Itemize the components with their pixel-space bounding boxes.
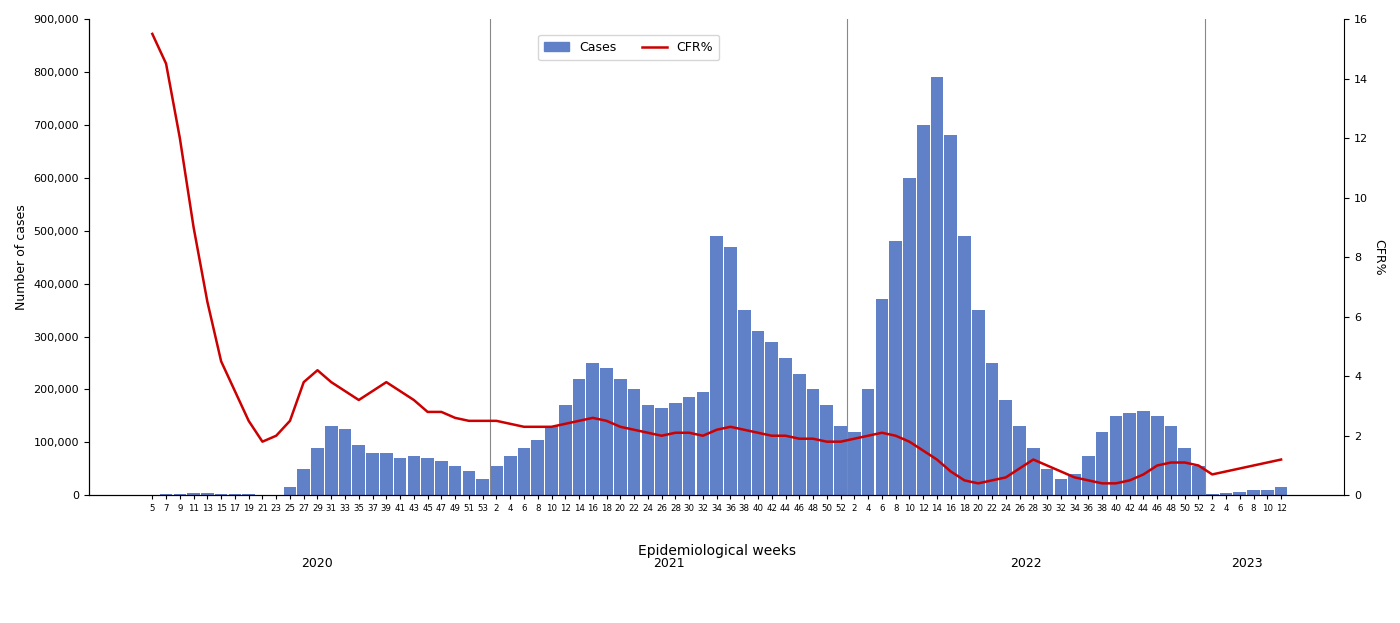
Bar <box>188 493 200 495</box>
Text: 2022: 2022 <box>1011 557 1042 570</box>
Bar <box>518 448 531 495</box>
Bar <box>311 448 323 495</box>
Bar <box>931 77 944 495</box>
Bar <box>353 445 365 495</box>
Bar <box>449 466 462 495</box>
Y-axis label: CFR%: CFR% <box>1372 239 1385 275</box>
Bar <box>393 458 406 495</box>
Bar <box>1179 448 1191 495</box>
Bar <box>1028 448 1040 495</box>
Bar <box>1137 411 1149 495</box>
Bar <box>325 427 337 495</box>
Bar <box>903 178 916 495</box>
Bar <box>532 440 545 495</box>
Bar <box>421 458 434 495</box>
Bar <box>559 406 571 495</box>
Bar <box>766 342 778 495</box>
Bar <box>297 468 309 495</box>
Bar <box>792 374 805 495</box>
Bar <box>1275 487 1288 495</box>
Bar <box>1040 468 1053 495</box>
Bar <box>848 432 861 495</box>
Bar <box>174 493 186 495</box>
Bar <box>641 406 654 495</box>
Bar <box>587 363 599 495</box>
Bar <box>1014 427 1026 495</box>
Bar <box>435 461 448 495</box>
Bar <box>615 379 627 495</box>
Text: 2021: 2021 <box>652 557 685 570</box>
Bar <box>1068 474 1081 495</box>
Text: 2023: 2023 <box>1231 557 1263 570</box>
Bar <box>806 389 819 495</box>
Bar <box>379 453 392 495</box>
Bar <box>573 379 585 495</box>
Bar <box>228 494 241 495</box>
Bar <box>1096 432 1109 495</box>
Bar <box>1233 492 1246 495</box>
Bar <box>504 455 517 495</box>
Bar <box>1205 493 1218 495</box>
Bar <box>1261 490 1274 495</box>
Bar <box>1082 455 1095 495</box>
Bar <box>1110 416 1123 495</box>
Bar <box>367 453 379 495</box>
Bar <box>214 493 227 495</box>
Bar <box>1247 490 1260 495</box>
Bar <box>752 331 764 495</box>
X-axis label: Epidemiological weeks: Epidemiological weeks <box>637 544 795 558</box>
Bar <box>601 368 613 495</box>
Bar <box>284 487 297 495</box>
Bar <box>1000 400 1012 495</box>
Bar <box>724 247 736 495</box>
Bar <box>1219 493 1232 495</box>
Bar <box>834 427 847 495</box>
Bar <box>1123 413 1135 495</box>
Bar <box>407 455 420 495</box>
Bar <box>738 310 750 495</box>
Bar <box>820 406 833 495</box>
Legend: Cases, CFR%: Cases, CFR% <box>538 35 720 60</box>
Bar <box>683 397 696 495</box>
Bar <box>780 358 792 495</box>
Text: 2020: 2020 <box>301 557 333 570</box>
Bar <box>627 389 640 495</box>
Bar <box>490 466 503 495</box>
Bar <box>986 363 998 495</box>
Bar <box>462 472 475 495</box>
Bar <box>862 389 875 495</box>
Bar <box>476 479 489 495</box>
Bar <box>1165 427 1177 495</box>
Bar <box>697 392 710 495</box>
Bar <box>1054 479 1067 495</box>
Bar <box>945 135 958 495</box>
Bar <box>1193 466 1205 495</box>
Bar <box>545 427 557 495</box>
Bar <box>669 402 682 495</box>
Bar <box>1151 416 1163 495</box>
Bar <box>710 236 722 495</box>
Bar <box>875 300 888 495</box>
Bar <box>958 236 970 495</box>
Bar <box>972 310 984 495</box>
Bar <box>917 125 930 495</box>
Bar <box>202 493 214 495</box>
Bar <box>889 241 902 495</box>
Bar <box>655 408 668 495</box>
Bar <box>339 429 351 495</box>
Y-axis label: Number of cases: Number of cases <box>15 204 28 310</box>
Bar <box>160 494 172 495</box>
